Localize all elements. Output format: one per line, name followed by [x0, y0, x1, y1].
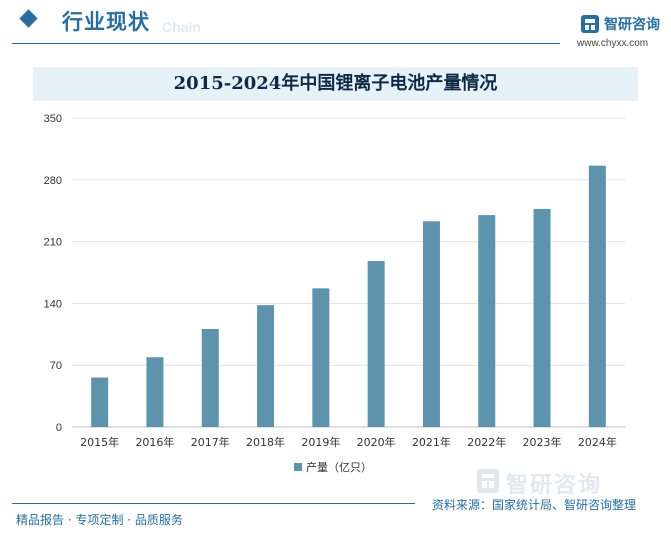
bar [588, 165, 606, 427]
brand-url: www.chyxx.com [577, 38, 649, 49]
x-tick-label: 2024年 [578, 435, 617, 449]
y-tick-label: 0 [56, 422, 62, 434]
bar-chart: 0 70 140 210 280 350 2015年 2016年 2017年 2018年 2019年… [44, 113, 625, 474]
y-tick-label: 210 [44, 237, 62, 249]
diamond-icon [19, 9, 38, 28]
x-tick-label: 2019年 [301, 435, 340, 449]
brand-logo-icon [581, 15, 599, 33]
bar [533, 208, 551, 427]
section-ghost-text: Chain [162, 19, 201, 35]
watermark-logo-text: 智研咨询 [506, 473, 603, 498]
x-tick-label: 2017年 [191, 435, 230, 449]
section-title: 行业现状 [62, 10, 150, 34]
bar [91, 377, 109, 427]
chart-title-bar: 2015-2024年中国锂离子电池产量情况 [33, 67, 638, 101]
x-tick-label: 2016年 [135, 435, 174, 449]
source-note: 资料来源：国家统计局、智研咨询整理 [432, 498, 637, 512]
x-tick-label: 2023年 [523, 435, 562, 449]
bar [312, 288, 330, 427]
page-header: 行业现状 Chain 智研咨询 www.chyxx.com [0, 0, 671, 50]
x-tick-label: 2022年 [467, 435, 506, 449]
bar [367, 261, 385, 427]
y-tick-label: 140 [44, 298, 62, 310]
x-tick-label: 2021年 [412, 435, 451, 449]
y-tick-label: 70 [50, 360, 62, 372]
footer-slogan: 精品报告 · 专项定制 · 品质服务 [16, 513, 183, 527]
header-divider [12, 43, 560, 44]
legend-swatch [294, 463, 302, 471]
y-tick-label: 280 [44, 175, 62, 187]
footer-divider [12, 503, 415, 504]
brand-name: 智研咨询 [604, 17, 660, 33]
bar [201, 329, 219, 427]
x-tick-label: 2015年 [80, 435, 119, 449]
chart-title: 2015-2024年中国锂离子电池产量情况 [173, 73, 498, 94]
bar [478, 215, 496, 427]
legend-label: 产量（亿只） [306, 460, 372, 474]
x-tick-label: 2020年 [357, 435, 396, 449]
bar [257, 305, 275, 427]
bar [422, 221, 440, 427]
y-tick-label: 350 [44, 113, 62, 125]
x-tick-label: 2018年 [246, 435, 285, 449]
bar [146, 357, 164, 427]
watermark-logo-icon [477, 469, 499, 493]
